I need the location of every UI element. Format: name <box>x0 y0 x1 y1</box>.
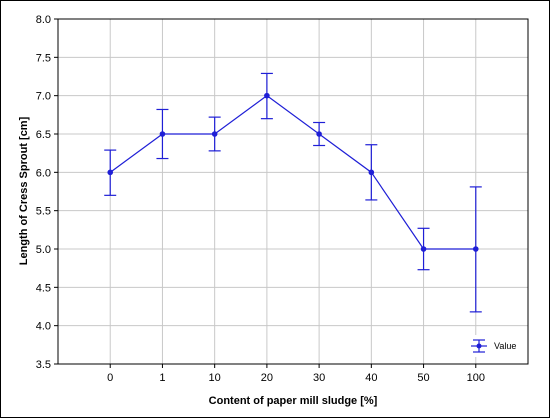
x-tick-label: 40 <box>365 372 377 384</box>
x-tick-label: 30 <box>313 372 325 384</box>
y-tick-label: 6.0 <box>36 167 51 179</box>
x-tick-label: 100 <box>467 372 485 384</box>
x-axis-ticks: 0 1 10 20 30 40 50 100 <box>107 364 485 384</box>
y-tick-label: 5.5 <box>36 206 51 218</box>
data-point <box>472 246 479 252</box>
plot-frame <box>57 18 529 365</box>
y-tick-label: 5.0 <box>36 244 51 256</box>
data-point <box>264 92 270 99</box>
data-point <box>316 131 322 137</box>
y-tick-label: 3.5 <box>36 359 51 371</box>
data-point <box>159 131 166 137</box>
x-tick-label: 1 <box>159 372 165 384</box>
x-tick-label: 10 <box>209 372 221 384</box>
legend-label: Value <box>494 341 516 351</box>
y-tick-label: 7.0 <box>36 91 51 103</box>
y-axis-ticks: 3.5 4.0 4.5 5.0 5.5 6.0 6.5 7.0 7.5 8.0 <box>36 14 58 371</box>
y-tick-label: 8.0 <box>36 14 51 26</box>
y-axis-title: Length of Cress Sprout [cm] <box>18 116 30 265</box>
series-line <box>109 94 476 250</box>
x-tick-label: 20 <box>261 372 273 384</box>
x-axis-title: Content of paper mill sludge [%] <box>209 395 378 407</box>
y-tick-label: 6.5 <box>36 129 51 141</box>
y-tick-label: 4.0 <box>36 321 51 333</box>
x-tick-label: 0 <box>107 372 113 384</box>
data-point <box>368 169 375 176</box>
series-value <box>104 72 482 313</box>
x-tick-label: 50 <box>417 372 429 384</box>
data-point <box>420 246 427 252</box>
data-point <box>107 169 114 176</box>
y-tick-label: 7.5 <box>36 52 51 64</box>
legend-symbol <box>471 339 487 353</box>
grid <box>58 18 528 365</box>
data-point <box>211 131 218 137</box>
legend-marker <box>476 343 482 349</box>
legend: Value <box>463 335 525 357</box>
y-tick-label: 4.5 <box>36 282 51 294</box>
